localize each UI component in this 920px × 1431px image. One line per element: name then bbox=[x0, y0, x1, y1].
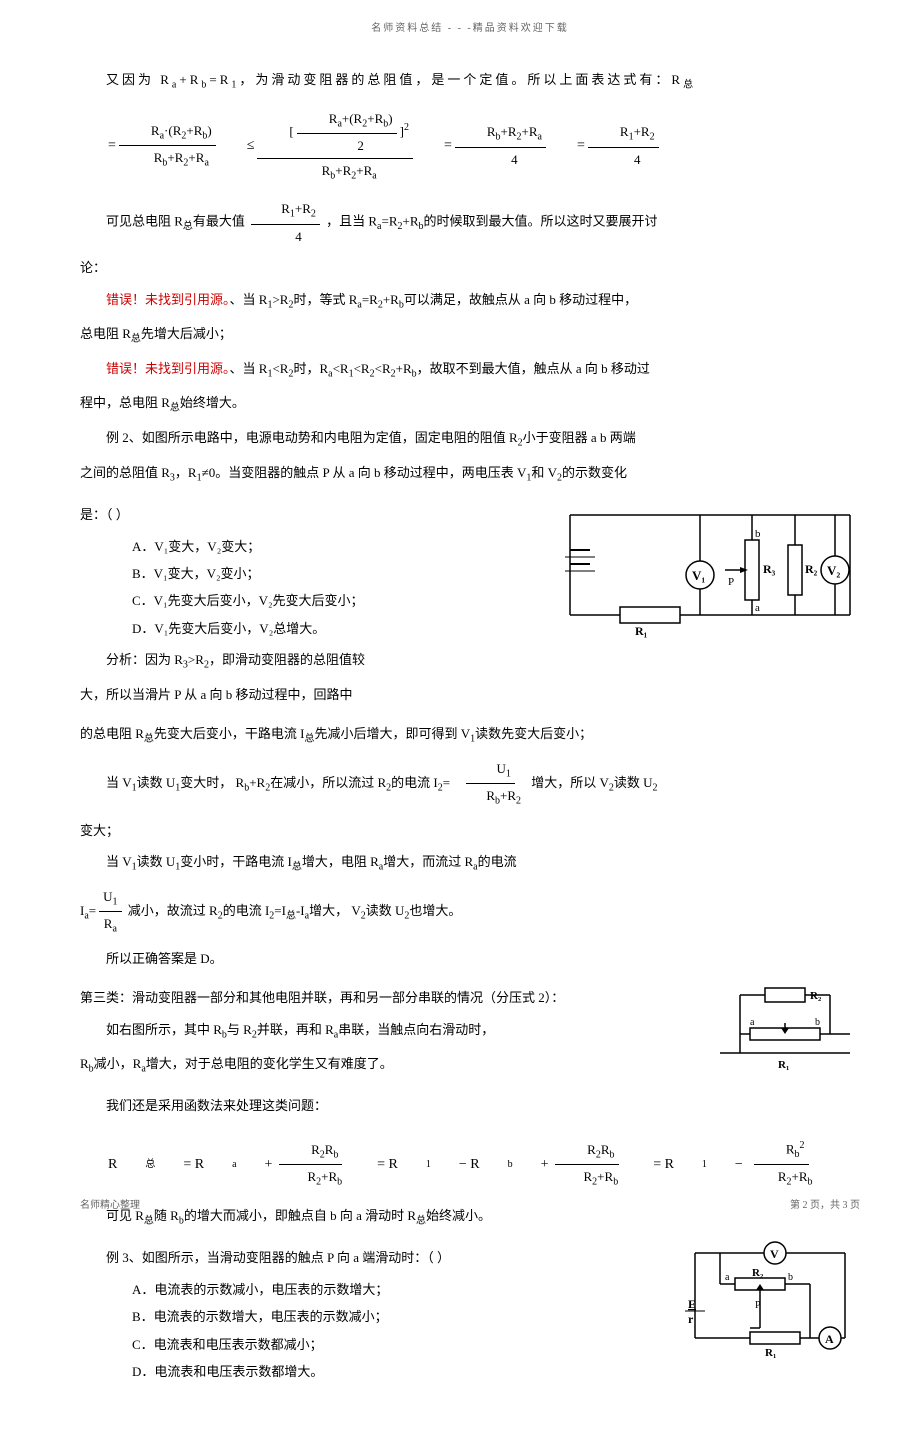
svg-text:a: a bbox=[755, 602, 760, 614]
svg-text:E: E bbox=[688, 1297, 696, 1311]
circuit-diagram-3: V E r R₂ a b P R₁ A bbox=[680, 1238, 860, 1358]
analysis-2: 当 V1读数 U1变大时， Rb+R2在减小，所以流过 R2的电流 I2= U1… bbox=[80, 757, 860, 811]
option-d: D．V₁先变大后变小，V₂总增大。 bbox=[132, 617, 550, 640]
category-3-method: 我们还是采用函数法来处理这类问题： bbox=[80, 1094, 700, 1117]
example-2-text: 例 2、如图所示电路中，电源电动势和内电阻为定值，固定电阻的阻值 R2小于变阻器… bbox=[80, 426, 860, 453]
svg-text:r: r bbox=[688, 1312, 694, 1326]
svg-text:P: P bbox=[728, 576, 734, 588]
svg-text:b: b bbox=[755, 528, 761, 540]
svg-text:b: b bbox=[815, 1017, 820, 1028]
page-footer: 名师精心整理 第 2 页，共 3 页 bbox=[80, 1197, 860, 1215]
options-ex3: A．电流表的示数减小，电压表的示数增大； B．电流表的示数增大，电压表的示数减小… bbox=[132, 1278, 670, 1384]
svg-text:R₂: R₂ bbox=[805, 562, 818, 576]
svg-text:R₂: R₂ bbox=[810, 990, 822, 1002]
paragraph-1: 又因为 Ra+Rb=R1，为滑动变阻器的总阻值，是一个定值。所以上面表达式有：R… bbox=[80, 68, 860, 95]
formula-1: = Ra·(R2+Rb)Rb+R2+Ra ≤ [Ra+(R2+Rb)2]2Rb+… bbox=[80, 107, 860, 186]
circuit-diagram-2: R₂ a b R₁ bbox=[710, 978, 860, 1078]
analysis-3: 当 V1读数 U1变小时，干路电流 I总增大，电阻 Ra增大，而流过 Ra的电流 bbox=[80, 850, 860, 877]
svg-text:V₂: V₂ bbox=[827, 563, 840, 578]
footer-left: 名师精心整理 bbox=[80, 1197, 140, 1215]
analysis-5: 所以正确答案是 D。 bbox=[80, 947, 860, 970]
option-3c: C．电流表和电压表示数都减小； bbox=[132, 1333, 670, 1356]
category-3-desc: 如右图所示，其中 Rb与 R2并联，再和 Ra串联，当触点向右滑动时， bbox=[80, 1018, 700, 1045]
category-3-title: 第三类：滑动变阻器一部分和其他电阻并联，再和另一部分串联的情况（分压式 2）： bbox=[80, 986, 700, 1009]
paragraph-2: 可见总电阻 R总有最大值 R1+R24 ，且当 Ra=R2+Rb的时候取到最大值… bbox=[80, 197, 860, 248]
option-c: C．V₁先变大后变小，V₂先变大后变小； bbox=[132, 589, 550, 612]
analysis-1c: 的总电阻 R总先变大后变小，干路电流 I总先减小后增大，即可得到 V1读数先变大… bbox=[80, 722, 860, 749]
options-ex2: A．V₁变大，V₂变大； B．V₁变大，V₂变小； C．V₁先变大后变小，V₂先… bbox=[132, 535, 550, 641]
option-3a: A．电流表的示数减小，电压表的示数增大； bbox=[132, 1278, 670, 1301]
analysis-1b: 大，所以当滑片 P 从 a 向 b 移动过程中，回路中 bbox=[80, 683, 550, 706]
example-3-text: 例 3、如图所示，当滑动变阻器的触点 P 向 a 端滑动时：（ ） bbox=[80, 1246, 670, 1269]
option-b: B．V₁变大，V₂变小； bbox=[132, 562, 550, 585]
analysis-4: Ia=U1Ra 减小，故流过 R2的电流 I2=I总-Ia增大， V2读数 U2… bbox=[80, 885, 860, 939]
example-2-text-c: 是：（ ） bbox=[80, 503, 550, 526]
formula-2: R总= Ra + R2RbR2+Rb = R1 − Rb + R2RbR2+Rb… bbox=[80, 1137, 860, 1192]
footer-right: 第 2 页，共 3 页 bbox=[790, 1197, 860, 1215]
option-3b: B．电流表的示数增大，电压表的示数减小； bbox=[132, 1305, 670, 1328]
example-2-text-b: 之间的总阻值 R3，R1≠0。当变阻器的触点 P 从 a 向 b 移动过程中，两… bbox=[80, 461, 860, 488]
option-a: A．V₁变大，V₂变大； bbox=[132, 535, 550, 558]
svg-text:R₃: R₃ bbox=[763, 562, 776, 576]
paragraph-3: 错误！未找到引用源。、当 R1>R2时，等式 Ra=R2+Rb可以满足，故触点从… bbox=[80, 288, 860, 315]
analysis-2b: 变大； bbox=[80, 819, 860, 842]
svg-text:b: b bbox=[788, 1272, 793, 1283]
paragraph-4: 错误！未找到引用源。、当 R1<R2时，Ra<R1<R2<R2+Rb，故取不到最… bbox=[80, 357, 860, 384]
svg-text:V: V bbox=[770, 1247, 779, 1261]
paragraph-3b: 总电阻 R总先增大后减小； bbox=[80, 322, 860, 349]
option-3d: D．电流表和电压表示数都增大。 bbox=[132, 1360, 670, 1383]
svg-text:A: A bbox=[825, 1332, 834, 1346]
circuit-diagram-1: R₁ V₁ R₃ b a P R₂ V₂ bbox=[560, 495, 860, 645]
svg-text:a: a bbox=[725, 1272, 730, 1283]
svg-text:R₁: R₁ bbox=[765, 1347, 776, 1358]
page-header: 名师资料总结 - - -精品资料欢迎下载 bbox=[80, 20, 860, 38]
svg-text:R₂: R₂ bbox=[752, 1267, 764, 1279]
svg-text:a: a bbox=[750, 1017, 755, 1028]
paragraph-2-end: 论： bbox=[80, 256, 860, 279]
analysis-1: 分析：因为 R3>R2，即滑动变阻器的总阻值较 bbox=[80, 648, 550, 675]
svg-text:R₁: R₁ bbox=[635, 624, 648, 638]
svg-text:R₁: R₁ bbox=[778, 1059, 789, 1071]
svg-text:V₁: V₁ bbox=[692, 568, 705, 583]
paragraph-4b: 程中，总电阻 R总始终增大。 bbox=[80, 391, 860, 418]
category-3-desc-b: Rb减小，Ra增大，对于总电阻的变化学生又有难度了。 bbox=[80, 1052, 700, 1079]
